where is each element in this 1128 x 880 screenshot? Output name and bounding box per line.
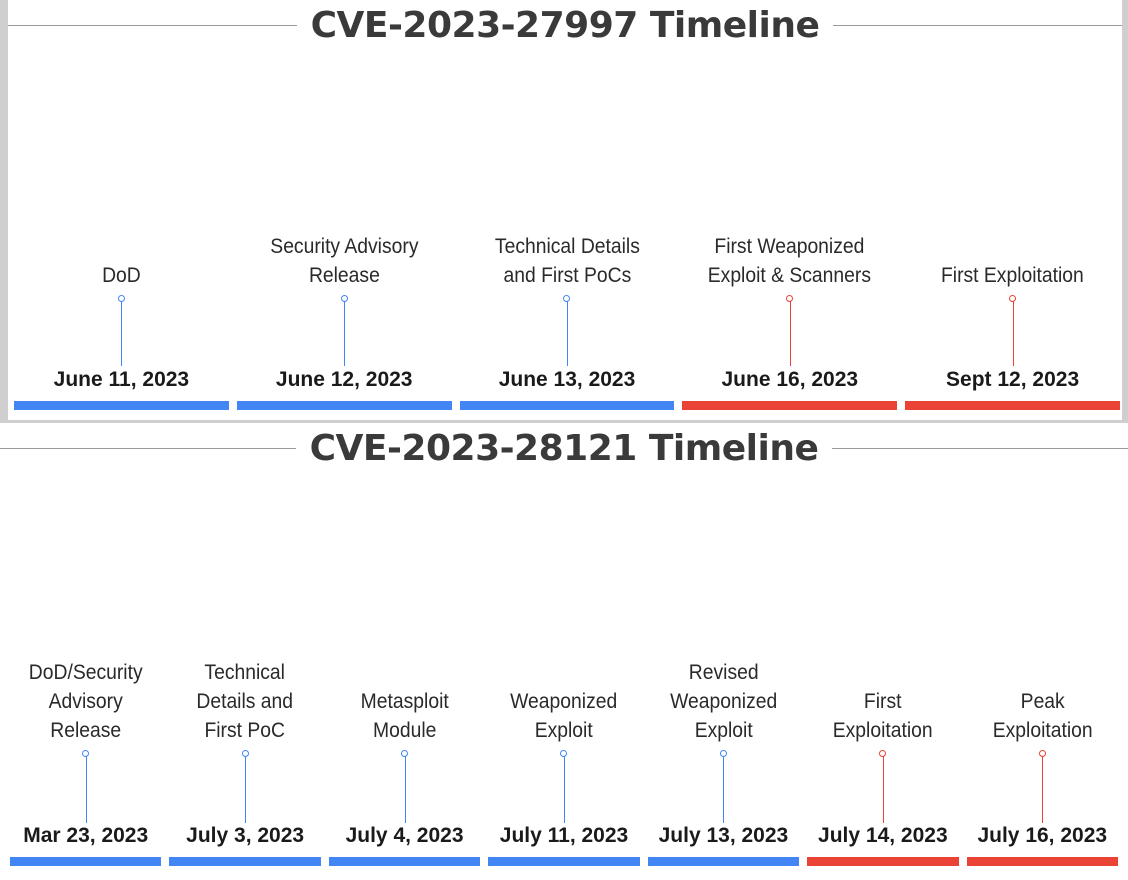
event-label-line: First Exploitation <box>941 264 1084 287</box>
event-label-line: Details and <box>196 690 294 713</box>
event-date: Sept 12, 2023 <box>946 368 1080 391</box>
event-label-line: Technical Details <box>494 235 640 258</box>
event-label: Revised Weaponized Exploit <box>654 658 793 745</box>
title-rule-left <box>8 24 297 26</box>
event-bar <box>488 857 640 866</box>
event-bar <box>966 857 1118 866</box>
timeline-header: CVE-2023-27997 Timeline <box>8 0 1122 50</box>
event-date: July 16, 2023 <box>977 824 1108 847</box>
event-connector <box>566 301 568 366</box>
event-date: June 11, 2023 <box>53 368 190 391</box>
event-label-line: Exploit & Scanners <box>708 264 872 287</box>
event-label-line: Release <box>50 719 122 742</box>
event-bar <box>169 857 321 866</box>
event-label-line: Weaponized <box>510 690 618 713</box>
event-label-line: First Weaponized <box>714 235 865 258</box>
event-bar <box>682 401 898 410</box>
timeline-event: Technical Details and First PoC July 3, 202… <box>169 423 321 869</box>
event-connector <box>1042 756 1044 823</box>
timeline-event: Security Advisory Release June 12, 2023 <box>236 0 452 413</box>
event-bar <box>10 857 162 866</box>
event-bar <box>236 401 452 410</box>
event-date: July 3, 2023 <box>186 824 305 847</box>
event-label-line: Peak <box>1020 690 1065 713</box>
event-label: Technical Details and First PoC <box>175 658 314 745</box>
event-connector <box>85 756 87 823</box>
event-connector <box>404 756 406 823</box>
event-bar <box>328 857 481 866</box>
timeline-event: First Exploitation Sept 12, 2023 <box>905 0 1120 413</box>
event-label: Weaponized Exploit <box>494 687 633 745</box>
timeline-event: Weaponized Exploit July 11, 2023 <box>488 423 640 869</box>
event-label: First Exploitation <box>914 261 1112 290</box>
event-bar <box>647 857 800 866</box>
event-label-line: Exploitation <box>832 719 933 742</box>
event-label: Security Advisory Release <box>245 232 443 290</box>
timeline-event: Revised Weaponized Exploit July 13, 2023 <box>647 423 800 869</box>
event-connector <box>1012 301 1014 366</box>
event-date: July 13, 2023 <box>658 824 789 847</box>
event-label-line: Metasploit <box>360 690 449 713</box>
timeline-event: First Weaponized Exploit & Scanners June 1… <box>682 0 898 413</box>
event-label-line: Security Advisory <box>270 235 419 258</box>
event-date: June 16, 2023 <box>721 368 859 391</box>
event-label-line: Exploit <box>694 719 753 742</box>
timeline-panel-2: CVE-2023-28121 Timeline DoD/Security Advi… <box>0 420 1128 880</box>
timeline-header: CVE-2023-28121 Timeline <box>0 423 1128 473</box>
event-date: July 11, 2023 <box>499 824 629 847</box>
event-date: July 14, 2023 <box>818 824 948 847</box>
event-label: Technical Details and First PoCs <box>468 232 666 290</box>
event-label-line: First <box>864 690 902 713</box>
event-label-line: and First PoCs <box>503 264 631 287</box>
event-label: DoD/Security Advisory Release <box>16 658 155 745</box>
event-label-line: DoD <box>102 264 141 287</box>
event-connector <box>789 301 791 366</box>
timeline-event: DoD/Security Advisory Release Mar 23, 2023 <box>10 423 162 869</box>
event-label-line: Exploit <box>534 719 593 742</box>
event-date: July 4, 2023 <box>345 824 464 847</box>
event-label-line: Weaponized <box>669 690 777 713</box>
timeline-title: CVE-2023-28121 Timeline <box>309 427 819 469</box>
event-label-line: Technical <box>204 661 286 684</box>
timeline-event: Technical Details and First PoCs June 13, … <box>459 0 675 413</box>
event-connector <box>723 756 725 823</box>
event-label-line: Release <box>308 264 380 287</box>
event-bar <box>807 857 959 866</box>
event-connector <box>121 301 123 366</box>
event-label: DoD <box>23 261 221 290</box>
event-connector <box>245 756 247 823</box>
event-connector <box>563 756 565 823</box>
event-date: June 13, 2023 <box>498 368 636 391</box>
event-label: First Weaponized Exploit & Scanners <box>691 232 889 290</box>
event-label-line: Exploitation <box>992 719 1093 742</box>
event-label-line: DoD/Security <box>28 661 143 684</box>
event-label-line: Revised <box>688 661 759 684</box>
timeline-event: Peak Exploitation July 16, 2023 <box>966 423 1118 869</box>
event-date: Mar 23, 2023 <box>23 824 149 847</box>
title-rule-right <box>832 447 1128 449</box>
title-rule-left <box>0 447 296 449</box>
timeline-event: DoD June 11, 2023 <box>14 0 229 413</box>
event-label: First Exploitation <box>813 687 952 745</box>
event-label-line: Module <box>372 719 437 742</box>
event-bar <box>905 401 1120 410</box>
event-label: Metasploit Module <box>335 687 474 745</box>
timeline-event: Metasploit Module July 4, 2023 <box>328 423 481 869</box>
title-rule-right <box>833 24 1122 26</box>
timeline-panel-1: CVE-2023-27997 Timeline DoD June 11, 2023… <box>0 0 1128 420</box>
event-label: Peak Exploitation <box>973 687 1112 745</box>
event-bar <box>14 401 229 410</box>
event-connector <box>344 301 346 366</box>
event-date: June 12, 2023 <box>275 368 413 391</box>
event-connector <box>882 756 884 823</box>
timeline-title: CVE-2023-27997 Timeline <box>310 4 820 46</box>
event-label-line: First PoC <box>204 719 286 742</box>
event-label-line: Advisory <box>48 690 123 713</box>
timeline-event: First Exploitation July 14, 2023 <box>807 423 959 869</box>
event-bar <box>459 401 675 410</box>
